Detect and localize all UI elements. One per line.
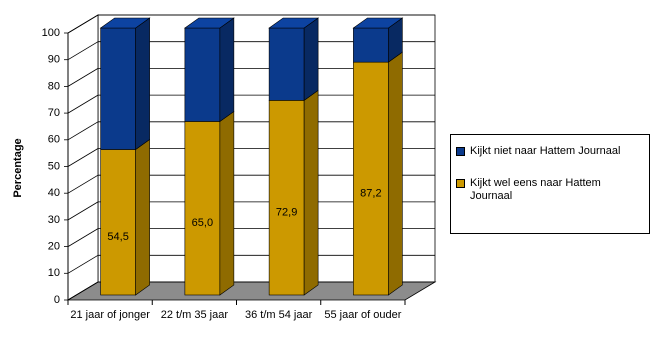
y-tick-label: 60 [48,134,60,146]
bar-side [303,17,319,101]
legend-label: Kijkt wel eens naar Hattem Journaal [470,177,601,202]
grid-line [67,121,99,141]
grid-line [67,228,99,247]
grid-line [67,201,99,221]
grid-line [67,94,99,114]
grid-line [67,14,99,34]
legend-swatch [456,147,465,156]
bar-top [99,17,151,29]
bar-top [183,17,235,29]
y-tick-label: 50 [48,160,60,172]
y-axis-title: Percentage [12,138,24,197]
grid-line [67,148,99,167]
bar [184,121,221,296]
y-tick-label: 40 [48,187,60,199]
value-label: 72,9 [276,207,297,219]
x-tick-label: 36 t/m 54 jaar [244,309,313,321]
y-tick-label: 80 [48,80,60,92]
bar-side [303,89,319,296]
y-tick-label: 20 [48,241,60,253]
y-tick-label: 30 [48,214,60,226]
bar-side [219,17,235,123]
bar [184,27,221,122]
x-tick-label: 21 jaar of jonger [70,309,150,321]
bar-side [219,110,235,296]
grid-line [67,41,99,61]
y-tick-label: 10 [48,267,60,279]
grid-line [67,281,99,301]
x-tick-label: 55 jaar of ouder [324,309,402,321]
y-tick-label: 70 [48,107,60,119]
bar [353,27,389,63]
legend: Kijkt niet naar Hattem Journaal Kijkt wel… [450,134,650,234]
y-tick-label: 100 [42,27,60,39]
legend-label: Kijkt niet naar Hattem Journaal [470,145,621,157]
value-label: 54,5 [107,231,128,243]
bar [353,61,389,296]
y-tick-label: 0 [54,294,60,306]
grid-line [67,68,99,87]
bar-top [268,17,320,29]
legend-swatch [456,179,465,188]
bar [268,27,305,101]
y-tick-label: 90 [48,54,60,66]
bar [268,100,305,296]
bar-side [388,51,403,296]
value-label: 65,0 [192,217,213,229]
bar-side [135,138,150,296]
grid-line [67,174,99,194]
grid-line [67,254,99,274]
bar-side [135,17,150,151]
x-tick-label: 22 t/m 35 jaar [160,309,228,321]
bar [100,27,136,150]
bar [100,149,136,296]
value-label: 87,2 [360,187,381,199]
bar-top [352,17,404,29]
